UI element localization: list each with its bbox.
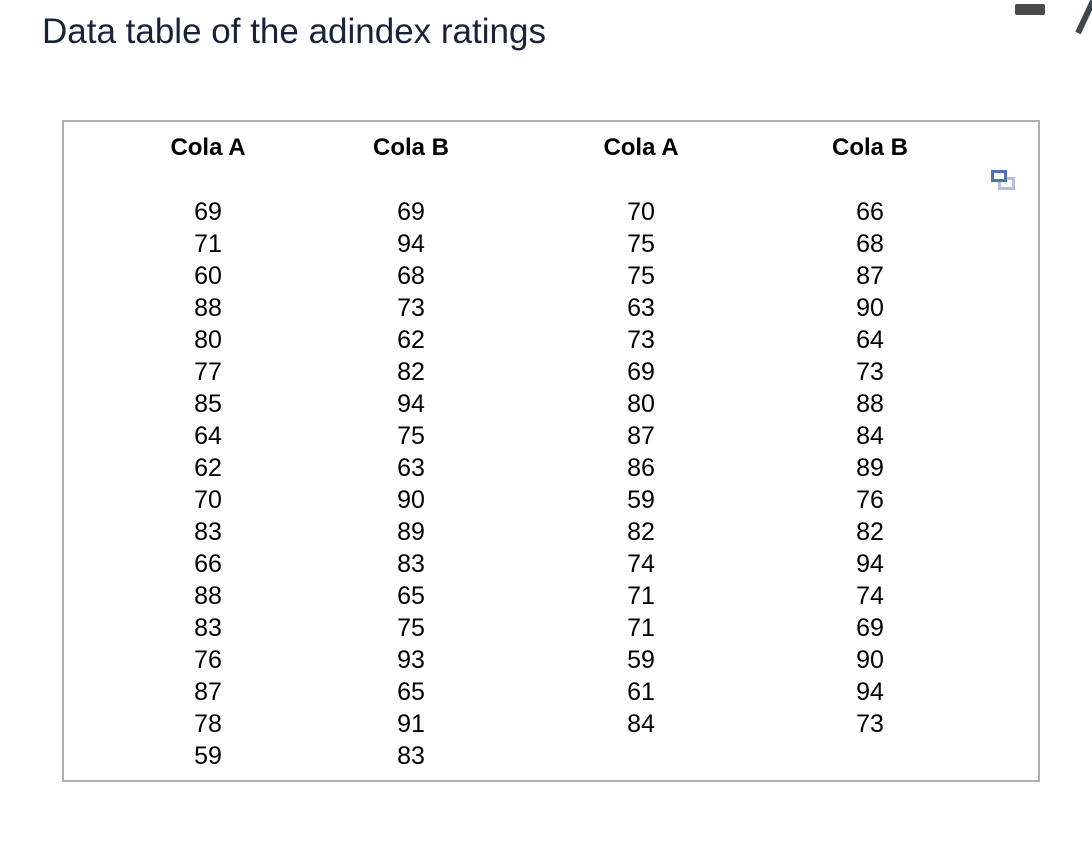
table-cell: 89 (397, 518, 425, 546)
table-cell: 80 (194, 326, 222, 354)
table-cell: 60 (194, 262, 222, 290)
table-column: Cola A 69 71 60 88 80 77 85 64 62 70 83 66 88 83 76 87 78… (170, 133, 245, 772)
table-cell: 69 (856, 614, 884, 642)
table-cell: 93 (397, 646, 425, 674)
table-cell: 63 (397, 454, 425, 482)
table-cell: 94 (856, 678, 884, 706)
column-header: Cola B (372, 134, 450, 161)
column-header: Cola A (603, 134, 679, 161)
table-cell: 64 (194, 422, 222, 450)
table-cell: 69 (397, 198, 425, 226)
table-cell: 83 (194, 518, 222, 546)
table-cell: 76 (856, 486, 884, 514)
table-cell: 89 (856, 454, 884, 482)
table-column: Cola A 70 75 75 63 73 69 80 87 86 59 82 74 71 71 59 61 84 (603, 133, 678, 740)
table-cell: 75 (627, 262, 655, 290)
table-cell: 87 (194, 678, 222, 706)
table-cell: 59 (627, 486, 655, 514)
page-title: Data table of the adindex ratings (42, 12, 546, 51)
column-header: Cola B (831, 134, 909, 161)
table-cell: 83 (397, 742, 425, 770)
table-cell: 73 (397, 294, 425, 322)
table-cell: 65 (397, 678, 425, 706)
table-cell: 82 (397, 358, 425, 386)
table-cell: 73 (856, 358, 884, 386)
table-column: Cola B 66 68 87 90 64 73 88 84 89 76 82 94 74 69 90 94 73 (832, 133, 908, 740)
table-cell: 62 (194, 454, 222, 482)
table-cell: 94 (397, 390, 425, 418)
table-cell: 71 (627, 582, 655, 610)
table-cell: 74 (627, 550, 655, 578)
table-cell: 59 (194, 742, 222, 770)
table-cell: 83 (397, 550, 425, 578)
table-cell: 75 (397, 614, 425, 642)
table-cell: 68 (856, 230, 884, 258)
table-cell: 84 (856, 422, 884, 450)
table-cell: 69 (194, 198, 222, 226)
table-cell: 69 (627, 358, 655, 386)
copy-button[interactable] (991, 170, 1016, 191)
copy-icon-front-rect (991, 170, 1007, 182)
table-cell: 87 (627, 422, 655, 450)
table-cell: 70 (194, 486, 222, 514)
table-cell: 70 (627, 198, 655, 226)
table-column: Cola B 69 94 68 73 62 82 94 75 63 90 89 83 65 75 93 65 91… (373, 133, 449, 772)
table-cell: 77 (194, 358, 222, 386)
table-cell: 82 (856, 518, 884, 546)
table-cell: 91 (397, 710, 425, 738)
table-cell: 65 (397, 582, 425, 610)
table-cell: 75 (397, 422, 425, 450)
column-header: Cola A (170, 134, 246, 161)
pencil-icon[interactable] (1072, 0, 1092, 40)
table-cell: 90 (397, 486, 425, 514)
table-cell: 88 (194, 582, 222, 610)
table-cell: 66 (194, 550, 222, 578)
table-cell: 85 (194, 390, 222, 418)
table-cell: 88 (856, 390, 884, 418)
table-cell: 71 (194, 230, 222, 258)
table-cell: 87 (856, 262, 884, 290)
table-cell: 59 (627, 646, 655, 674)
table-cell: 73 (856, 710, 884, 738)
table-cell: 82 (627, 518, 655, 546)
minimize-icon[interactable] (1015, 4, 1045, 15)
table-cell: 83 (194, 614, 222, 642)
table-cell: 75 (627, 230, 655, 258)
table-cell: 61 (627, 678, 655, 706)
table-cell: 90 (856, 646, 884, 674)
table-cell: 86 (627, 454, 655, 482)
table-cell: 76 (194, 646, 222, 674)
table-cell: 88 (194, 294, 222, 322)
table-cell: 94 (856, 550, 884, 578)
table-cell: 78 (194, 710, 222, 738)
table-cell: 66 (856, 198, 884, 226)
table-cell: 80 (627, 390, 655, 418)
table-cell: 73 (627, 326, 655, 354)
table-cell: 94 (397, 230, 425, 258)
table-cell: 68 (397, 262, 425, 290)
table-cell: 71 (627, 614, 655, 642)
table-cell: 64 (856, 326, 884, 354)
table-cell: 63 (627, 294, 655, 322)
data-table-card: Cola A 69 71 60 88 80 77 85 64 62 70 83 66 88 83 76 87 78… (62, 120, 1040, 782)
table-cell: 62 (397, 326, 425, 354)
table-cell: 74 (856, 582, 884, 610)
table-cell: 84 (627, 710, 655, 738)
table-cell: 90 (856, 294, 884, 322)
